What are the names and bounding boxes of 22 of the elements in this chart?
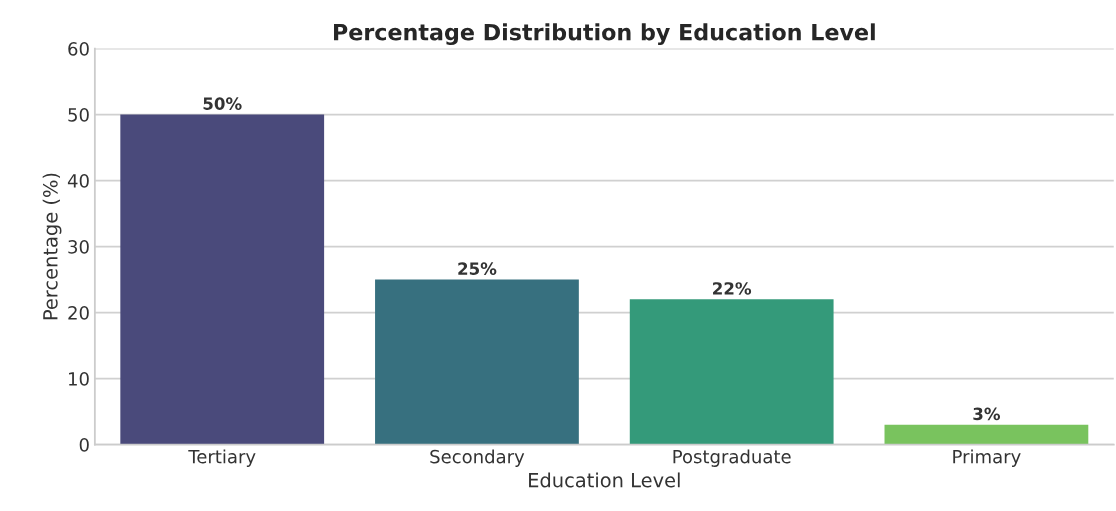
- y-tick-label: 20: [68, 306, 89, 320]
- bar: [375, 279, 579, 445]
- x-tick-label: Tertiary: [188, 449, 256, 467]
- y-tick-label: 40: [67, 174, 89, 188]
- bar: [884, 424, 1089, 445]
- data-label: 25%: [458, 262, 497, 275]
- y-tick-label: 60: [68, 42, 89, 56]
- data-label: 50%: [203, 97, 242, 110]
- y-tick-label: 10: [69, 372, 89, 386]
- x-axis-title: Education Level: [529, 472, 680, 488]
- bar: [120, 114, 325, 445]
- y-axis-title: Percentage (%): [42, 173, 62, 320]
- data-label: 22%: [713, 282, 752, 295]
- data-label: 3%: [973, 407, 1001, 421]
- x-tick-label: Secondary: [430, 449, 525, 467]
- chart-title: Percentage Distribution by Education Level: [334, 23, 875, 46]
- bar: [629, 299, 834, 445]
- y-tick-label: 30: [68, 240, 89, 254]
- y-tick-label: 0: [79, 438, 89, 452]
- x-tick-label: Primary: [953, 449, 1021, 467]
- x-tick-label: Postgraduate: [673, 449, 791, 467]
- y-tick-label: 50: [68, 108, 89, 122]
